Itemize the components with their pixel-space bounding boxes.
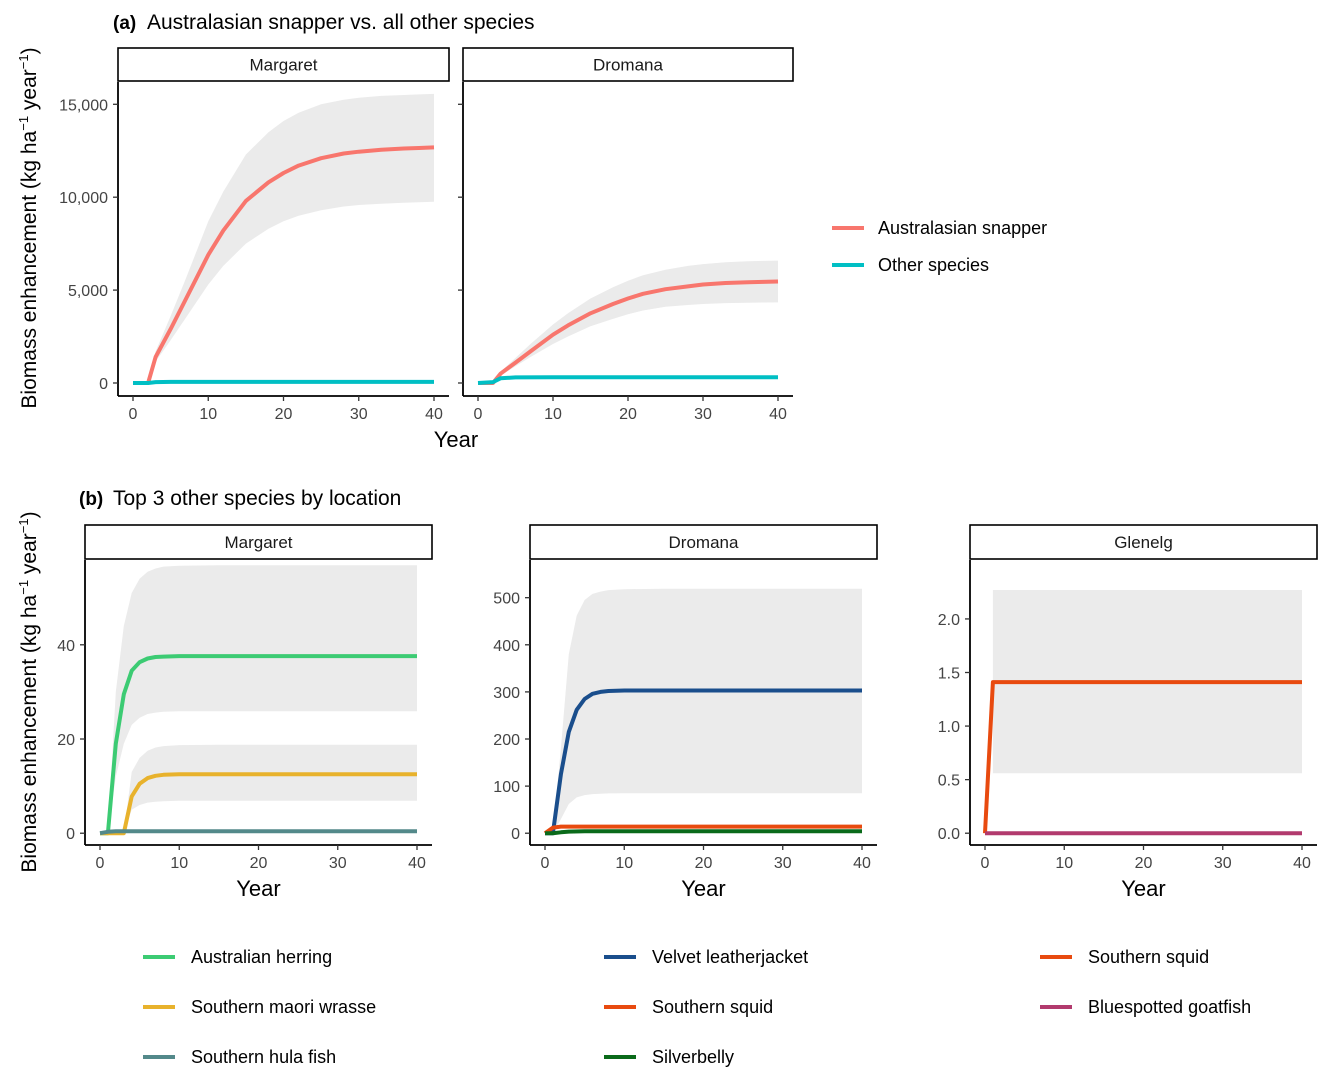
panel-b-glenelg-legend-label-bluespotted-goatfish: Bluespotted goatfish <box>1088 997 1251 1017</box>
legend-label-other-species: Other species <box>878 255 989 275</box>
panel-a-legend: Australasian snapper Other species <box>832 218 1047 275</box>
panel-a-margaret-x-tick-label: 30 <box>350 406 368 423</box>
panel-b-glenelg-x-tick-label: 10 <box>1055 855 1073 872</box>
panel-b-glenelg-y-tick-label: 0.5 <box>938 773 960 790</box>
panel-b-dromana-y-tick-label: 300 <box>493 685 520 702</box>
facet-a-dromana: Dromana 0 10 20 30 40 <box>458 47 794 423</box>
panel-b-margaret-line-australian-herring <box>100 654 417 836</box>
panel-a-margaret-line-australasian-snapper <box>133 145 435 385</box>
panel-b-dromana-line-southern-squid <box>543 824 862 835</box>
panel-b-margaret-line-southern-maori-wrasse <box>100 772 417 836</box>
panel-a-margaret-x-tick-label: 10 <box>199 406 217 423</box>
panel-a-dromana-x-tick-label: 10 <box>544 406 562 423</box>
panel-a-margaret-line-other-species <box>133 379 434 385</box>
panel-a-dromana-x-tick-label: 40 <box>769 406 787 423</box>
panel-b-margaret-ci-band-band-0 <box>107 565 418 834</box>
panel-b-margaret-y-tick-label: 20 <box>57 732 75 749</box>
panel-b-dromana-y-tick-label: 0 <box>511 826 520 843</box>
panel-b-dromana-xlabel: Year <box>681 876 725 901</box>
panel-b-dromana-legend-label-velvet-leatherjacket: Velvet leatherjacket <box>652 947 808 967</box>
panel-b-glenelg-y-tick-label: 2.0 <box>938 612 960 629</box>
legend-label-australasian-snapper: Australasian snapper <box>878 218 1047 238</box>
panel-b-dromana-y-tick-label: 100 <box>493 779 520 796</box>
panel-b-dromana-x-tick-label: 20 <box>695 855 713 872</box>
panel-b-dromana-y-tick-label: 400 <box>493 638 520 655</box>
panel-b-ylabel: Biomass enhancement (kg ha−1 year−1) <box>16 511 41 872</box>
panel-b-margaret-y-tick-label: 40 <box>57 638 75 655</box>
panel-b-dromana-ci-band-band-0 <box>552 588 862 834</box>
panel-b-dromana-x-tick-label: 40 <box>853 855 871 872</box>
panel-b-glenelg-y-tick-label: 0.0 <box>938 826 960 843</box>
panel-a-xlabel: Year <box>434 427 478 452</box>
panel-b-margaret-legend-label-southern-hula-fish: Southern hula fish <box>191 1047 336 1067</box>
panel-b-glenelg-x-tick-label: 0 <box>981 855 990 872</box>
panel-b-title: Top 3 other species by location <box>113 487 401 510</box>
panel-b-margaret-ci-band-band-1 <box>123 744 418 834</box>
panel-a-margaret-ci-band-australasian-snapper <box>133 93 434 384</box>
panel-b-dromana-x-tick-label: 0 <box>541 855 550 872</box>
panel-a-margaret-x-tick-label: 40 <box>425 406 443 423</box>
panel-b-glenelg-line-southern-squid <box>983 680 1302 834</box>
panel-a-margaret-strip <box>117 47 450 82</box>
panel-b-glenelg-x-tick-label: 40 <box>1293 855 1311 872</box>
panel-b-glenelg-xlabel: Year <box>1121 876 1165 901</box>
panel-b-margaret-x-tick-label: 30 <box>329 855 347 872</box>
panel-b-label: (b) <box>79 489 103 510</box>
panel-b-dromana-strip <box>529 524 878 560</box>
panel-b-glenelg-legend-label-southern-squid: Southern squid <box>1088 947 1209 967</box>
panel-b-margaret-strip <box>84 524 433 560</box>
panel-a-dromana-x-tick-label: 30 <box>694 406 712 423</box>
panel-a-margaret-y-tick-label: 15,000 <box>59 97 108 114</box>
panel-b-margaret-x-tick-label: 40 <box>408 855 426 872</box>
facet-a-margaret: Margaret 0 10 20 30 40 0 5,000 10,000 15,000 <box>59 47 450 423</box>
facet-b-margaret: Margaret 0 10 20 30 40 0 20 40 Year Australian her… <box>57 524 433 1067</box>
panel-a-dromana-x-tick-label: 0 <box>474 406 483 423</box>
facet-b-glenelg: Glenelg 0 10 20 30 40 0.0 0.5 1.0 1.5 2.0 Year South… <box>938 524 1318 1017</box>
panel-b-margaret-line-southern-hula-fish <box>99 829 417 836</box>
panel-b-dromana-legend-label-southern-squid: Southern squid <box>652 997 773 1017</box>
panel-b-margaret-y-tick-label: 0 <box>66 826 75 843</box>
panel-a-label: (a) <box>113 13 136 34</box>
panel-b-margaret-x-tick-label: 0 <box>96 855 105 872</box>
panel-b-dromana-line-silverbelly <box>545 829 862 836</box>
panel-b-dromana-strip-label: Dromana <box>669 533 739 552</box>
panel-a-ylabel: Biomass enhancement (kg ha−1 year−1) <box>16 47 41 408</box>
panel-b-margaret-xlabel: Year <box>236 876 280 901</box>
panel-b-margaret-strip-label: Margaret <box>224 533 292 552</box>
panel-a-dromana-x-tick-label: 20 <box>619 406 637 423</box>
panel-a-dromana-strip <box>462 47 794 82</box>
panel-b-dromana-y-tick-label: 200 <box>493 732 520 749</box>
panel-a-dromana-ci-band-australasian-snapper <box>478 260 778 383</box>
panel-a-dromana-line-other-species <box>477 375 778 385</box>
panel-b-margaret-x-tick-label: 10 <box>170 855 188 872</box>
panel-b-glenelg-y-tick-label: 1.5 <box>938 666 960 683</box>
panel-a-dromana-line-australasian-snapper <box>478 279 779 385</box>
panel-b-dromana-x-tick-label: 10 <box>615 855 633 872</box>
panel-a-dromana-strip-label: Dromana <box>593 56 663 75</box>
panel-a-title: Australasian snapper vs. all other speci… <box>147 11 535 34</box>
panel-b-dromana-y-tick-label: 500 <box>493 591 520 608</box>
panel-b-glenelg-strip-label: Glenelg <box>1114 533 1173 552</box>
panel-b-margaret-legend-label-southern-maori-wrasse: Southern maori wrasse <box>191 997 376 1017</box>
panel-a-margaret-x-tick-label: 0 <box>129 406 138 423</box>
panel-b-glenelg-y-tick-label: 1.0 <box>938 719 960 736</box>
panel-b-dromana-legend-label-silverbelly: Silverbelly <box>652 1047 734 1067</box>
panel-a-margaret-x-tick-label: 20 <box>275 406 293 423</box>
panel-b-dromana-x-tick-label: 30 <box>774 855 792 872</box>
panel-a-margaret-strip-label: Margaret <box>249 56 317 75</box>
panel-b-dromana-line-velvet-leatherjacket <box>545 688 862 836</box>
panel-a-margaret-y-tick-label: 10,000 <box>59 190 108 207</box>
panel-a-margaret-y-tick-label: 0 <box>99 376 108 393</box>
panel-b-margaret-legend-label-australian-herring: Australian herring <box>191 947 332 967</box>
panel-b-margaret-x-tick-label: 20 <box>250 855 268 872</box>
panel-b-glenelg-x-tick-label: 30 <box>1214 855 1232 872</box>
panel-b-glenelg-x-tick-label: 20 <box>1135 855 1153 872</box>
panel-a-margaret-y-tick-label: 5,000 <box>68 283 108 300</box>
panel-b-glenelg-strip <box>969 524 1318 560</box>
